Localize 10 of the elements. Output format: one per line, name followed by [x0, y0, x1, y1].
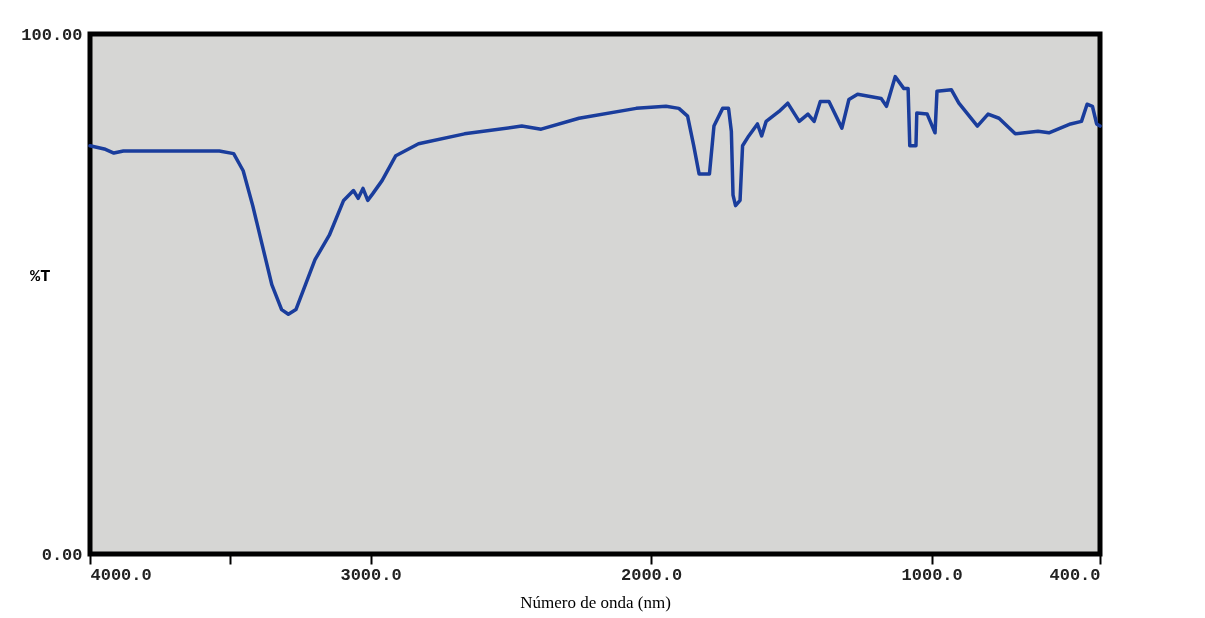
y-tick-label: 100.00 [21, 25, 83, 45]
x-tick-label: 4000.0 [90, 565, 152, 585]
x-tick-label: 3000.0 [340, 565, 402, 585]
x-tick-label: 2000.0 [621, 565, 683, 585]
x-tick-label: 400.0 [1049, 565, 1101, 585]
x-axis-title: Número de onda (nm) [520, 592, 671, 612]
line-series [88, 74, 1102, 317]
x-tick-label: 1000.0 [901, 565, 963, 585]
y-tick-label: 0.00 [41, 545, 83, 565]
y-axis-title: %T [30, 266, 51, 286]
